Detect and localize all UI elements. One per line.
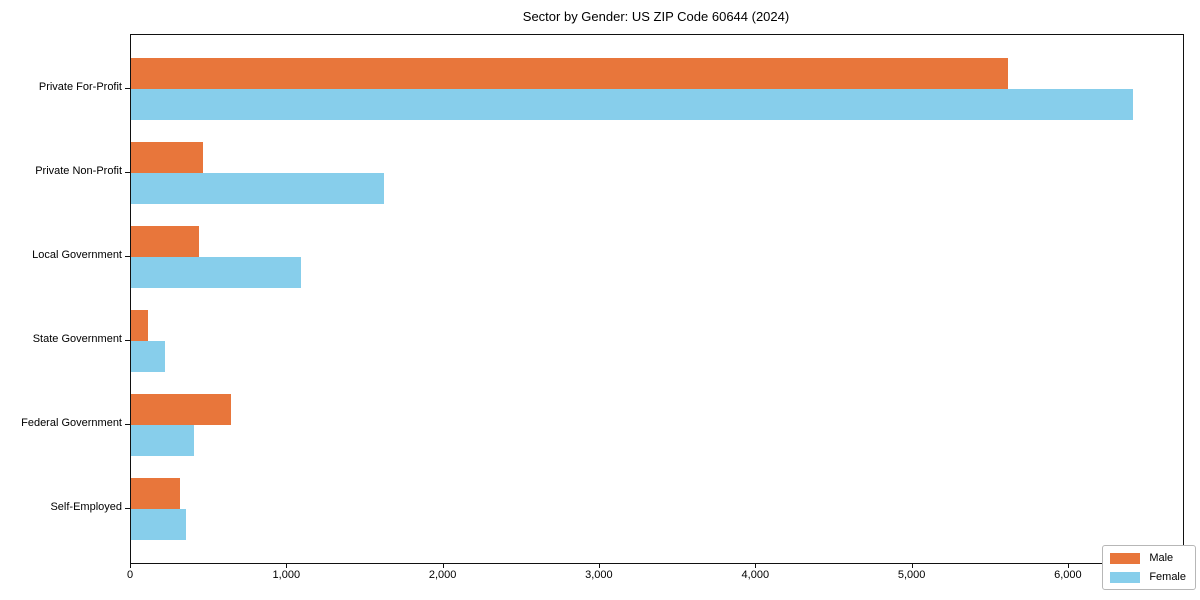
y-tick-label: Self-Employed — [50, 501, 122, 513]
legend-swatch-icon — [1110, 571, 1141, 583]
x-tick-label: 4,000 — [741, 569, 770, 581]
x-tick-mark — [442, 563, 444, 568]
x-tick-label: 5,000 — [897, 569, 926, 581]
bar-male-6 — [131, 478, 180, 509]
legend-label: Male — [1149, 552, 1174, 564]
legend: Male Female — [1102, 545, 1196, 590]
y-tick-label: Private For-Profit — [38, 81, 122, 93]
y-tick-label: Local Government — [32, 249, 122, 261]
bar-female-3 — [131, 257, 301, 288]
x-tick-mark — [1067, 563, 1069, 568]
y-tick-mark — [125, 256, 130, 257]
plot-area — [130, 34, 1184, 564]
chart-title: Sector by Gender: US ZIP Code 60644 (202… — [522, 9, 790, 24]
legend-item-male: Male — [1110, 552, 1186, 564]
x-tick-mark — [286, 563, 288, 568]
x-tick-mark — [598, 563, 600, 568]
y-tick-mark — [125, 340, 130, 341]
bar-female-1 — [131, 89, 1133, 120]
legend-swatch-icon — [1110, 552, 1141, 564]
x-tick-mark — [911, 563, 913, 568]
bar-female-5 — [131, 425, 194, 456]
y-tick-mark — [125, 88, 130, 89]
legend-label: Female — [1149, 571, 1186, 583]
y-tick-label: State Government — [32, 333, 122, 345]
bar-female-6 — [131, 509, 186, 540]
bar-male-5 — [131, 394, 231, 425]
x-tick-label: 2,000 — [428, 569, 457, 581]
x-tick-mark — [755, 563, 757, 568]
bar-male-4 — [131, 310, 148, 341]
y-tick-label: Private Non-Profit — [35, 165, 122, 177]
x-tick-label: 0 — [126, 569, 134, 581]
legend-item-female: Female — [1110, 571, 1186, 583]
bar-female-4 — [131, 341, 166, 372]
bar-female-2 — [131, 173, 385, 204]
y-tick-label: Federal Government — [21, 417, 122, 429]
x-tick-label: 3,000 — [585, 569, 613, 581]
y-tick-mark — [125, 172, 130, 173]
bar-male-1 — [131, 58, 1008, 89]
y-tick-mark — [125, 424, 130, 425]
x-tick-label: 6,000 — [1054, 569, 1082, 581]
bar-male-2 — [131, 142, 203, 173]
bar-male-3 — [131, 226, 199, 257]
x-tick-mark — [130, 563, 131, 568]
y-tick-mark — [125, 508, 130, 509]
x-tick-label: 1,000 — [272, 569, 301, 581]
